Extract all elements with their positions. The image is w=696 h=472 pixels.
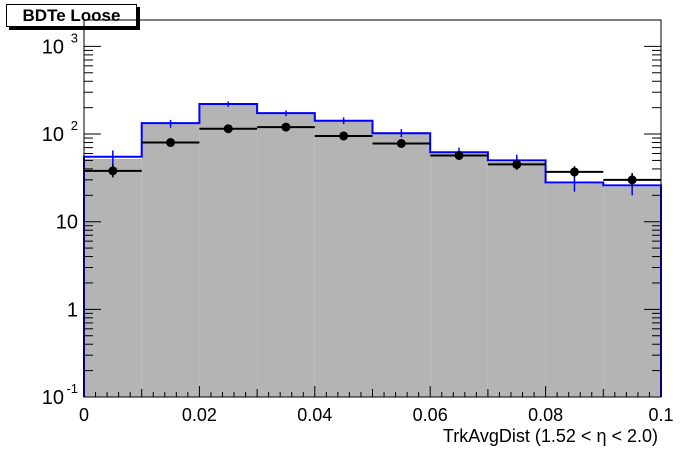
fill-bar <box>487 161 546 397</box>
y-tick-exponent: -1 <box>66 381 78 396</box>
data-point <box>454 150 464 160</box>
fill-bar <box>430 153 488 397</box>
x-tick-label: 0.02 <box>182 405 217 425</box>
fill-bar <box>545 183 604 397</box>
y-tick-label: 10 <box>42 36 64 58</box>
data-point <box>627 175 637 185</box>
x-tick-label: 0.08 <box>528 405 563 425</box>
data-point <box>166 138 176 148</box>
y-tick-label: 10 <box>42 124 64 146</box>
y-tick-exponent: 2 <box>71 118 78 133</box>
data-point <box>569 167 579 177</box>
fill-bar <box>314 121 373 397</box>
fill-bar <box>199 104 258 397</box>
y-tick-label: 1 <box>67 299 78 321</box>
data-point <box>223 124 233 134</box>
data-points <box>84 122 661 187</box>
fill-bar <box>84 158 142 397</box>
data-point <box>512 159 522 169</box>
x-axis-ticks: 0 0.02 0.04 0.06 0.08 0.1 <box>79 386 674 425</box>
x-tick-label: 0 <box>79 405 89 425</box>
x-axis-label: TrkAvgDist (1.52 < η < 2.0) <box>443 426 658 446</box>
x-tick-label: 0.1 <box>648 405 673 425</box>
fill-bar <box>372 132 431 397</box>
data-point <box>108 166 118 176</box>
data-point <box>396 138 406 148</box>
fill-bar <box>141 124 200 397</box>
fill-bar <box>257 113 315 398</box>
x-tick-label: 0.04 <box>297 405 332 425</box>
fill-bar <box>603 186 661 397</box>
data-point <box>339 131 349 141</box>
mc-fill-histogram <box>84 104 661 398</box>
y-tick-exponent: 3 <box>71 30 78 45</box>
y-tick-label: 10 <box>42 387 64 409</box>
data-point <box>281 122 291 132</box>
x-tick-label: 0.06 <box>413 405 448 425</box>
y-tick-label: 10 <box>56 212 78 234</box>
